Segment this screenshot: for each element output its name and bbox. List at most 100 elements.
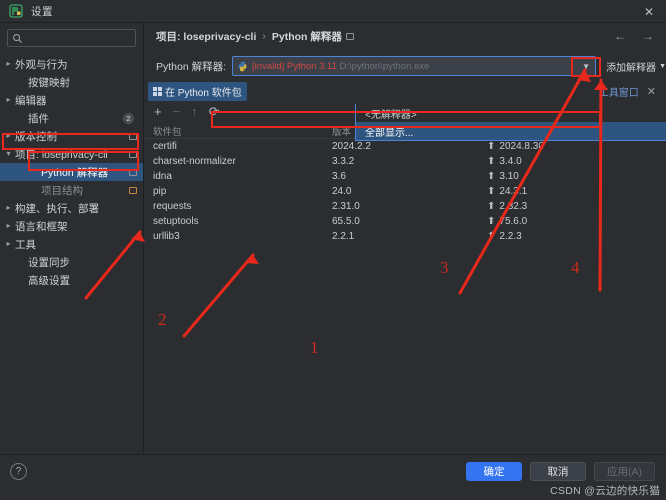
annotation-number-3: 3 bbox=[440, 258, 449, 277]
upgrade-arrow-icon[interactable]: ⬆ bbox=[487, 156, 496, 167]
apply-button[interactable]: 应用(A) bbox=[594, 462, 655, 481]
sidebar-item-8[interactable]: ▸ 构建、执行、部署 bbox=[0, 199, 143, 217]
window-title: 设置 bbox=[31, 5, 53, 18]
upgrade-arrow-icon[interactable]: ⬆ bbox=[487, 216, 496, 227]
packages-table: 软件包 版本 最新版本 certifi2024.2.2⬆2024.8.30cha… bbox=[144, 123, 666, 244]
upgrade-arrow-icon[interactable]: ⬆ bbox=[487, 141, 496, 152]
sidebar-item-6[interactable]: Python 解释器 bbox=[0, 163, 143, 181]
latest-version-text: 3.10 bbox=[499, 171, 519, 182]
cell-package-name: setuptools bbox=[153, 216, 199, 227]
close-icon[interactable]: ✕ bbox=[646, 85, 656, 98]
search-box[interactable] bbox=[7, 29, 158, 47]
search-icon bbox=[13, 33, 23, 43]
sidebar-item-7[interactable]: 项目结构 bbox=[0, 181, 143, 199]
chevron-right-icon[interactable]: ▸ bbox=[6, 95, 11, 104]
sidebar-item-5[interactable]: ▾ 项目: loseprivacy-cli bbox=[0, 145, 143, 163]
forward-icon[interactable]: → bbox=[642, 29, 654, 43]
chevron-right-icon[interactable]: ▸ bbox=[6, 203, 11, 212]
table-row[interactable]: pip 24.0 ⬆ 24.3.1 bbox=[144, 184, 666, 199]
ok-button[interactable]: 确定 bbox=[466, 462, 522, 481]
interpreter-combobox[interactable]: [invalid] Python 3.11 D:\python\python.e… bbox=[232, 56, 597, 76]
chevron-right-icon[interactable]: ▸ bbox=[6, 239, 11, 248]
cell-latest-version: ⬆ 2.2.3 bbox=[487, 231, 666, 242]
search-input[interactable] bbox=[26, 32, 158, 44]
sidebar-item-label: 语言和框架 bbox=[15, 220, 68, 233]
breadcrumb-separator: › bbox=[262, 30, 266, 42]
annotation-number-2: 2 bbox=[158, 310, 167, 329]
chevron-right-icon[interactable]: ▸ bbox=[6, 131, 11, 140]
back-icon[interactable]: ← bbox=[614, 29, 626, 43]
cell-version: 3.3.2 bbox=[332, 156, 355, 167]
table-row[interactable]: certifi 2024.2.2 ⬆ 2024.8.30 bbox=[144, 139, 666, 154]
sidebar-item-3[interactable]: 插件 2 bbox=[0, 109, 143, 127]
upgrade-arrow-icon[interactable]: ⬆ bbox=[487, 186, 496, 197]
interpreter-row: Python 解释器: [invalid] Python 3.11 D:\pyt… bbox=[144, 55, 666, 77]
settings-gear-icon[interactable]: ⟳ bbox=[208, 103, 220, 119]
table-row[interactable]: requests 2.31.0 ⬆ 2.32.3 bbox=[144, 199, 666, 214]
dialog-footer: ? 确定 取消 应用(A) bbox=[0, 454, 666, 500]
chevron-down-icon: ▼ bbox=[659, 62, 666, 70]
upgrade-arrow-icon[interactable]: ⬆ bbox=[487, 201, 496, 212]
chevron-right-icon[interactable]: ▸ bbox=[6, 221, 11, 230]
cell-latest-version: ⬆ 3.4.0 bbox=[487, 156, 666, 167]
latest-version-text: 75.6.0 bbox=[499, 216, 528, 227]
breadcrumb-marker-icon bbox=[345, 32, 354, 40]
close-icon[interactable]: ✕ bbox=[643, 4, 655, 19]
sidebar: ▸ 外观与行为 按键映射 ▸ 编辑器 插件 2 ▸ 版本控制 ▾ 项目: loseprivacy-c… bbox=[0, 23, 158, 454]
sidebar-item-2[interactable]: ▸ 编辑器 bbox=[0, 91, 143, 109]
dialog-buttons: 确定 取消 应用(A) bbox=[466, 462, 655, 481]
cell-package-name: urllib3 bbox=[153, 231, 180, 242]
add-package-button[interactable]: + bbox=[154, 103, 162, 119]
sidebar-item-1[interactable]: 按键映射 bbox=[0, 73, 143, 91]
dropdown-item-label: 全部显示... bbox=[365, 127, 414, 139]
dropdown-item-show-all[interactable]: 全部显示... bbox=[356, 122, 666, 140]
cancel-button[interactable]: 取消 bbox=[530, 462, 586, 481]
sidebar-item-0[interactable]: ▸ 外观与行为 bbox=[0, 55, 143, 73]
settings-tree: ▸ 外观与行为 按键映射 ▸ 编辑器 插件 2 ▸ 版本控制 ▾ 项目: loseprivacy-c… bbox=[0, 52, 143, 289]
sidebar-item-label: 项目结构 bbox=[41, 184, 83, 197]
sidebar-item-10[interactable]: ▸ 工具 bbox=[0, 235, 143, 253]
table-row[interactable]: urllib3 2.2.1 ⬆ 2.2.3 bbox=[144, 229, 666, 244]
cell-version: 2.2.1 bbox=[332, 231, 355, 242]
help-icon[interactable]: ? bbox=[10, 463, 27, 480]
column-header-name[interactable]: 软件包 bbox=[153, 126, 182, 138]
upgrade-package-button[interactable]: ↑ bbox=[191, 103, 198, 119]
table-row[interactable]: charset-normalizer 3.3.2 ⬆ 3.4.0 bbox=[144, 154, 666, 169]
breadcrumb: 项目: loseprivacy-cli › Python 解释器 bbox=[144, 23, 666, 49]
annotation-number-4: 4 bbox=[571, 258, 580, 277]
python-icon bbox=[238, 61, 247, 71]
interpreter-value: [invalid] Python 3.11 D:\python\python.e… bbox=[252, 61, 429, 72]
sidebar-item-9[interactable]: ▸ 语言和框架 bbox=[0, 217, 143, 235]
upgrade-arrow-icon[interactable]: ⬆ bbox=[487, 171, 496, 182]
column-header-version[interactable]: 版本 bbox=[332, 126, 352, 138]
cell-latest-version: ⬆ 2.32.3 bbox=[487, 201, 666, 212]
cell-package-name: certifi bbox=[153, 141, 177, 152]
sidebar-item-11[interactable]: 设置同步 bbox=[0, 253, 143, 271]
chevron-down-icon[interactable]: ▼ bbox=[582, 61, 591, 71]
table-row[interactable]: setuptools 65.5.0 ⬆ 75.6.0 bbox=[144, 214, 666, 229]
project-scope-icon bbox=[129, 186, 137, 194]
title-bar: 设置 ✕ bbox=[0, 0, 666, 23]
cell-latest-version: ⬆ 24.3.1 bbox=[487, 186, 666, 197]
table-body: certifi 2024.2.2 ⬆ 2024.8.30 charset-normali… bbox=[144, 139, 666, 244]
cell-version: 2024.2.2 bbox=[332, 141, 371, 152]
sidebar-item-4[interactable]: ▸ 版本控制 bbox=[0, 127, 143, 145]
breadcrumb-project[interactable]: 项目: loseprivacy-cli bbox=[156, 30, 257, 43]
latest-version-text: 3.4.0 bbox=[499, 156, 522, 167]
dropdown-item-no-interpreter[interactable]: <无解释器> bbox=[356, 104, 666, 122]
upgrade-arrow-icon[interactable]: ⬆ bbox=[487, 231, 496, 242]
remove-package-button[interactable]: − bbox=[172, 103, 181, 119]
sidebar-item-badge: 2 bbox=[123, 112, 134, 124]
interpreter-dropdown-popup: <无解释器> 全部显示... bbox=[355, 104, 666, 141]
table-row[interactable]: idna 3.6 ⬆ 3.10 bbox=[144, 169, 666, 184]
sidebar-item-12[interactable]: 高级设置 bbox=[0, 271, 143, 289]
chevron-right-icon[interactable]: ▸ bbox=[6, 59, 11, 68]
tool-window-label[interactable]: 工具窗口 bbox=[598, 87, 639, 99]
chevron-down-icon[interactable]: ▾ bbox=[6, 149, 11, 158]
sidebar-item-label: 设置同步 bbox=[28, 256, 70, 269]
python-packages-tab[interactable]: 在 Python 软件包 bbox=[148, 81, 247, 101]
breadcrumb-page: Python 解释器 bbox=[271, 30, 342, 43]
sidebar-item-label: 构建、执行、部署 bbox=[15, 202, 99, 215]
add-interpreter-button[interactable]: 添加解释器 ▼ bbox=[606, 59, 666, 74]
